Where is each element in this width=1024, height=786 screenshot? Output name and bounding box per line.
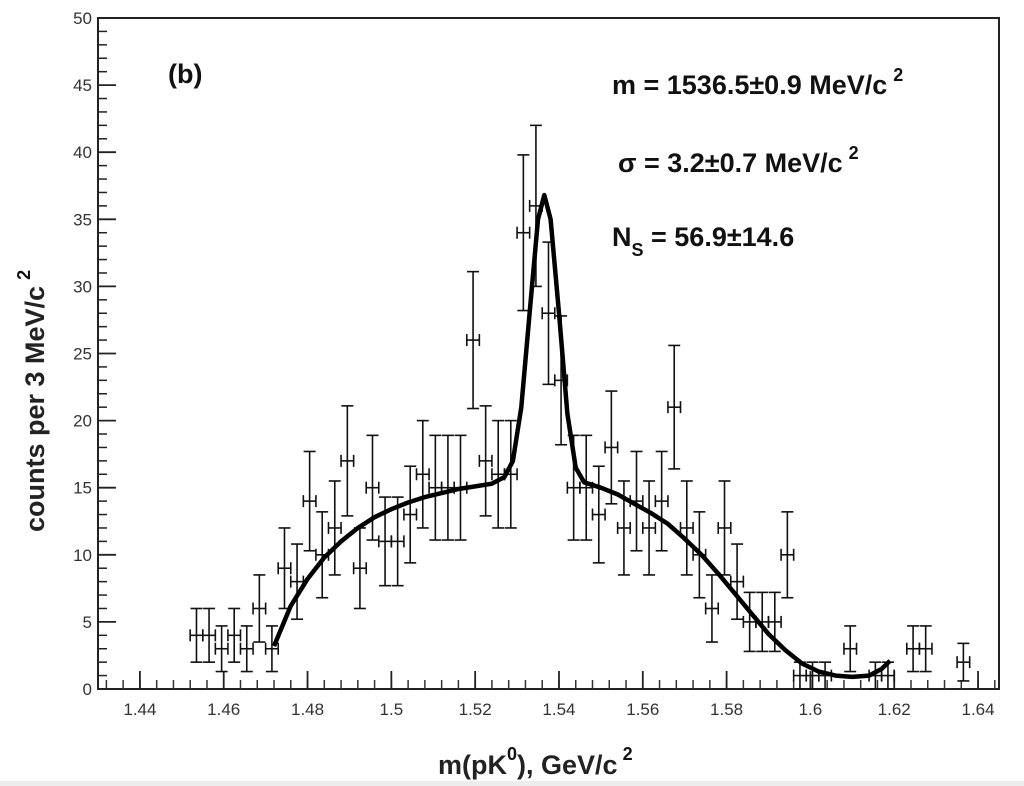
x-tick-label: 1.48 xyxy=(291,700,324,719)
data-point xyxy=(654,450,669,552)
data-point xyxy=(252,574,267,643)
y-tick-label: 0 xyxy=(83,680,92,699)
y-tick-label: 10 xyxy=(73,546,92,565)
x-tick-label: 1.46 xyxy=(207,700,240,719)
data-point xyxy=(227,607,242,663)
data-point xyxy=(641,480,657,576)
data-point xyxy=(906,625,921,673)
data-points xyxy=(189,124,971,690)
data-point xyxy=(440,434,456,541)
data-point xyxy=(327,480,342,576)
y-tick-label: 5 xyxy=(83,613,92,632)
data-point xyxy=(352,527,368,610)
data-point xyxy=(478,405,493,517)
data-point xyxy=(679,480,694,576)
data-point xyxy=(465,270,481,410)
x-tick-label: 1.52 xyxy=(459,700,492,719)
data-point xyxy=(277,527,292,610)
y-tick-label: 20 xyxy=(73,412,92,431)
x-tick-label: 1.58 xyxy=(710,700,743,719)
data-point xyxy=(729,543,745,621)
data-point xyxy=(390,496,405,587)
x-tick-label: 1.5 xyxy=(380,700,404,719)
y-tick-label: 50 xyxy=(73,9,92,28)
data-point xyxy=(201,607,217,663)
data-point xyxy=(541,241,556,386)
data-point xyxy=(704,574,720,643)
panel-label: (b) xyxy=(168,59,202,89)
x-axis-title: m(pK0), GeV/c 2 xyxy=(438,744,633,780)
data-point xyxy=(516,154,531,312)
x-tick-label: 1.62 xyxy=(878,700,911,719)
data-point xyxy=(817,661,833,690)
data-point xyxy=(302,450,317,552)
y-tick-label: 15 xyxy=(73,479,92,498)
fit-curve xyxy=(271,192,892,680)
data-point xyxy=(780,511,795,599)
x-tick-label: 1.64 xyxy=(961,700,994,719)
data-point xyxy=(403,465,418,564)
data-point xyxy=(717,480,732,576)
data-point xyxy=(591,465,606,564)
x-tick-label: 1.56 xyxy=(626,700,659,719)
data-point xyxy=(239,625,254,673)
data-point xyxy=(918,625,933,673)
data-point xyxy=(289,543,305,621)
y-tick-label: 25 xyxy=(73,345,92,364)
axis-ticks: 1.44 1.46 1.48 1.5 1.52 1.54 1.56 1.58 1.6 1.62 1.… xyxy=(73,9,996,719)
data-point xyxy=(742,591,757,653)
data-point xyxy=(604,390,619,505)
ns-annotation: NS = 56.9±14.6 xyxy=(612,222,794,260)
data-point xyxy=(579,434,594,541)
data-point xyxy=(428,434,443,541)
data-point xyxy=(667,344,682,470)
data-point xyxy=(491,419,506,529)
x-tick-label: 1.54 xyxy=(542,700,575,719)
data-point xyxy=(843,625,858,673)
x-tick-label: 1.44 xyxy=(123,700,156,719)
data-point xyxy=(189,607,204,663)
data-point xyxy=(880,661,896,690)
sigma-annotation: σ = 3.2±0.7 MeV/c 2 xyxy=(618,143,859,178)
x-tick-label: 1.6 xyxy=(799,700,823,719)
y-tick-label: 35 xyxy=(73,210,92,229)
y-tick-label: 40 xyxy=(73,143,92,162)
mass-annotation: m = 1536.5±0.9 MeV/c 2 xyxy=(612,65,903,100)
data-point xyxy=(340,405,355,517)
data-point xyxy=(264,625,280,673)
data-point xyxy=(415,419,430,529)
data-point xyxy=(365,434,380,541)
y-tick-label: 45 xyxy=(73,76,92,95)
data-point xyxy=(956,642,971,682)
y-tick-label: 30 xyxy=(73,277,92,296)
y-axis-title: counts per 3 MeV/c2 xyxy=(14,270,50,532)
data-point xyxy=(214,625,229,673)
data-point xyxy=(315,511,330,599)
